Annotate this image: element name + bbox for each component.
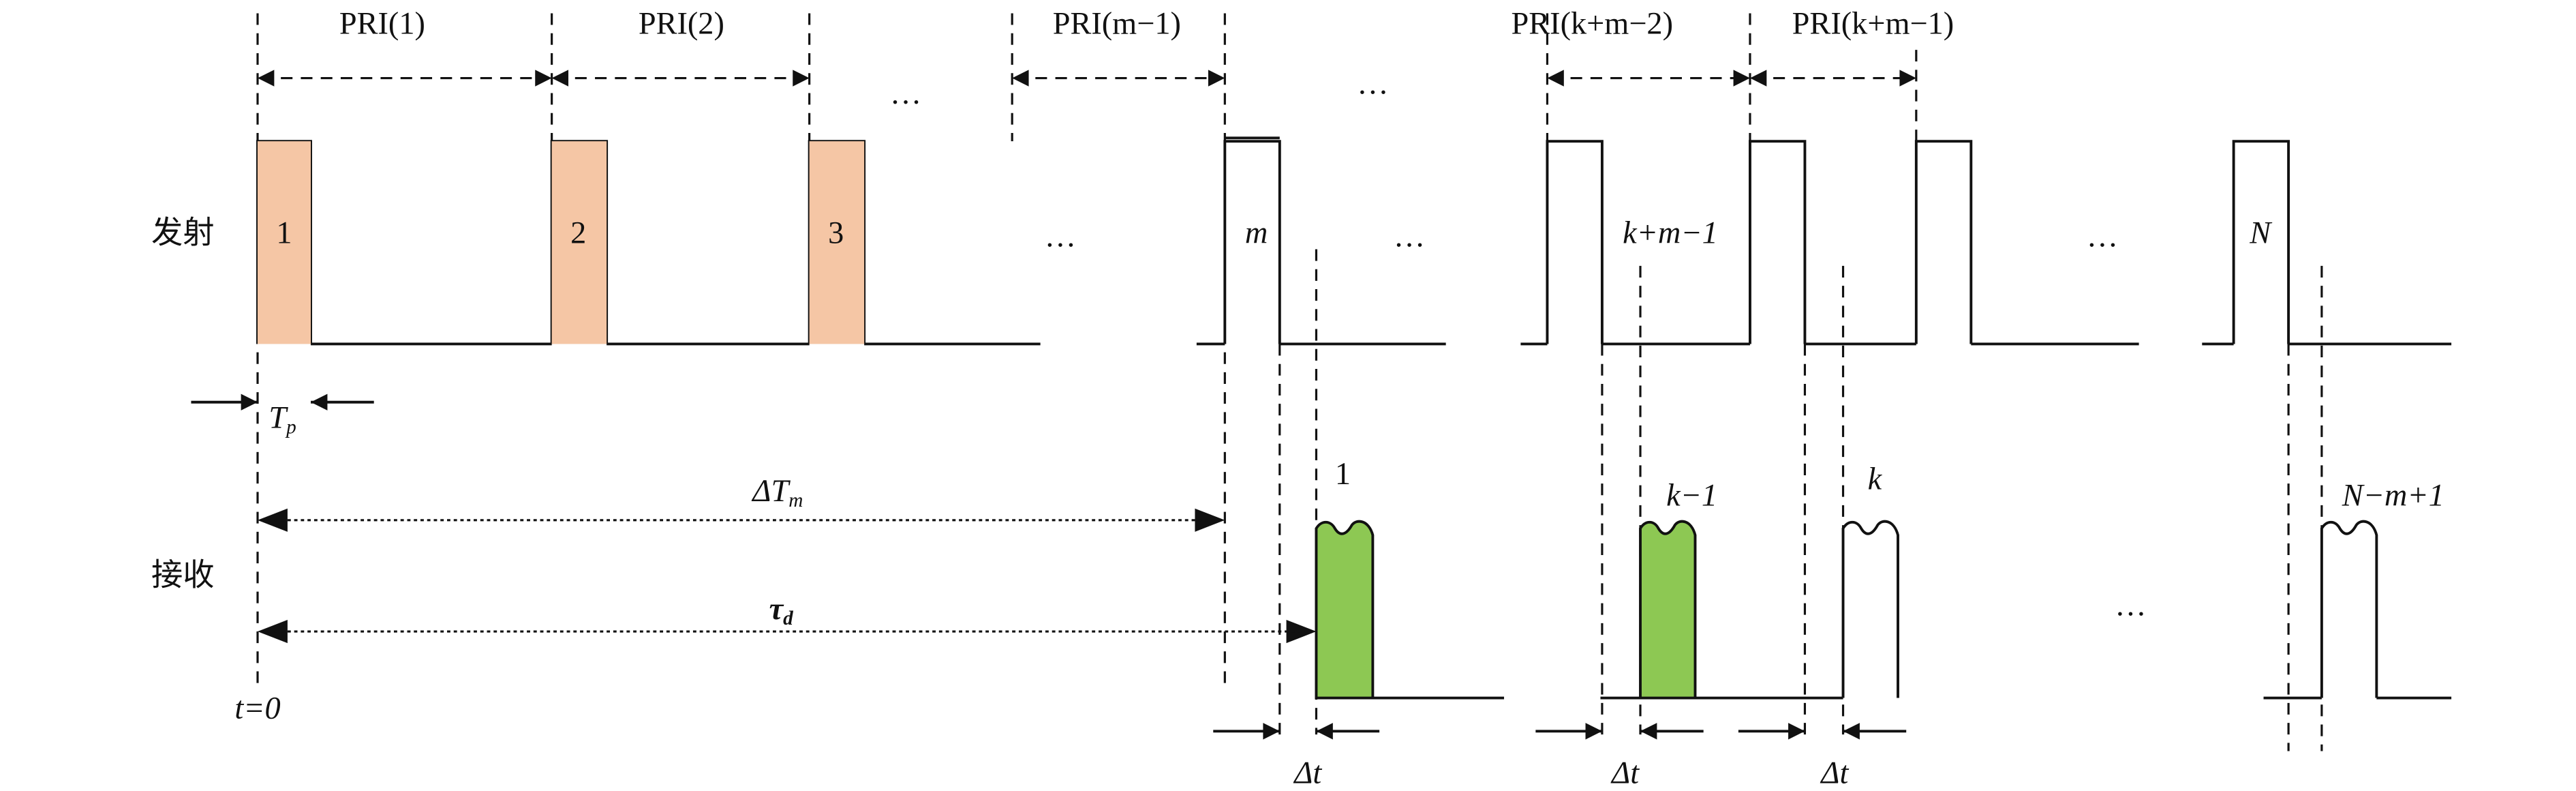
echo-pulse [1639,520,1697,700]
symbol: T [269,400,288,435]
ellipsis: … [2087,220,2118,254]
delta-t-label: Δt [1820,756,1849,791]
ellipsis: … [1357,66,1388,101]
pulse-label: k−1 [1666,479,1717,513]
pulse-fill [809,141,865,344]
echo-pulse [1315,520,1375,700]
pulse-label: 2 [570,216,586,251]
pulse [1749,140,1807,344]
arrowhead [1899,70,1916,87]
ellipsis: … [2115,588,2146,623]
interval-label: PRI(k+m−2) [1512,7,1674,42]
pulse [1546,140,1604,344]
delta-t-label: Δt [1293,756,1322,791]
pulse-label: k+m−1 [1623,216,1718,251]
symbol: τ [769,591,784,626]
delta-tm-label: ΔTm [751,473,803,511]
subscript: m [788,490,803,511]
ellipsis: … [1045,220,1076,254]
echo-pulse [1841,520,1899,698]
pulse [1223,140,1281,344]
pulse-fill [258,141,311,344]
echo-pulse [2320,520,2378,698]
pulse-label: 3 [828,216,844,251]
row-label: 接收 [151,558,215,593]
ellipsis: … [890,76,921,111]
subscript: d [783,608,793,629]
tp-label: Tp [269,400,296,438]
pulse-fill [551,141,607,344]
pulse-label: k [1868,462,1883,496]
pulse-label: m [1245,216,1268,251]
pulse-label: 1 [1335,457,1351,492]
row-label: 发射 [151,216,215,251]
interval-label: PRI(m−1) [1053,7,1181,42]
tau-d-label: τd [769,591,794,629]
arrowhead [258,619,288,644]
pulse-label: 1 [276,216,292,251]
interval-label: PRI(1) [339,7,425,42]
interval-label: PRI(k+m−1) [1792,7,1954,42]
delta-t-label: Δt [1610,756,1640,791]
pulse [1914,140,1973,344]
pulse [2232,140,2290,344]
subscript: p [285,416,296,438]
pulse-label: N [2249,216,2273,251]
arrowhead [258,508,288,532]
pulse-label: N−m+1 [2342,479,2444,513]
symbol: ΔT [751,473,791,508]
interval-label: PRI(2) [639,7,724,42]
arrowhead [1195,508,1225,532]
time-zero: t=0 [234,691,280,726]
ellipsis: … [1394,220,1425,254]
